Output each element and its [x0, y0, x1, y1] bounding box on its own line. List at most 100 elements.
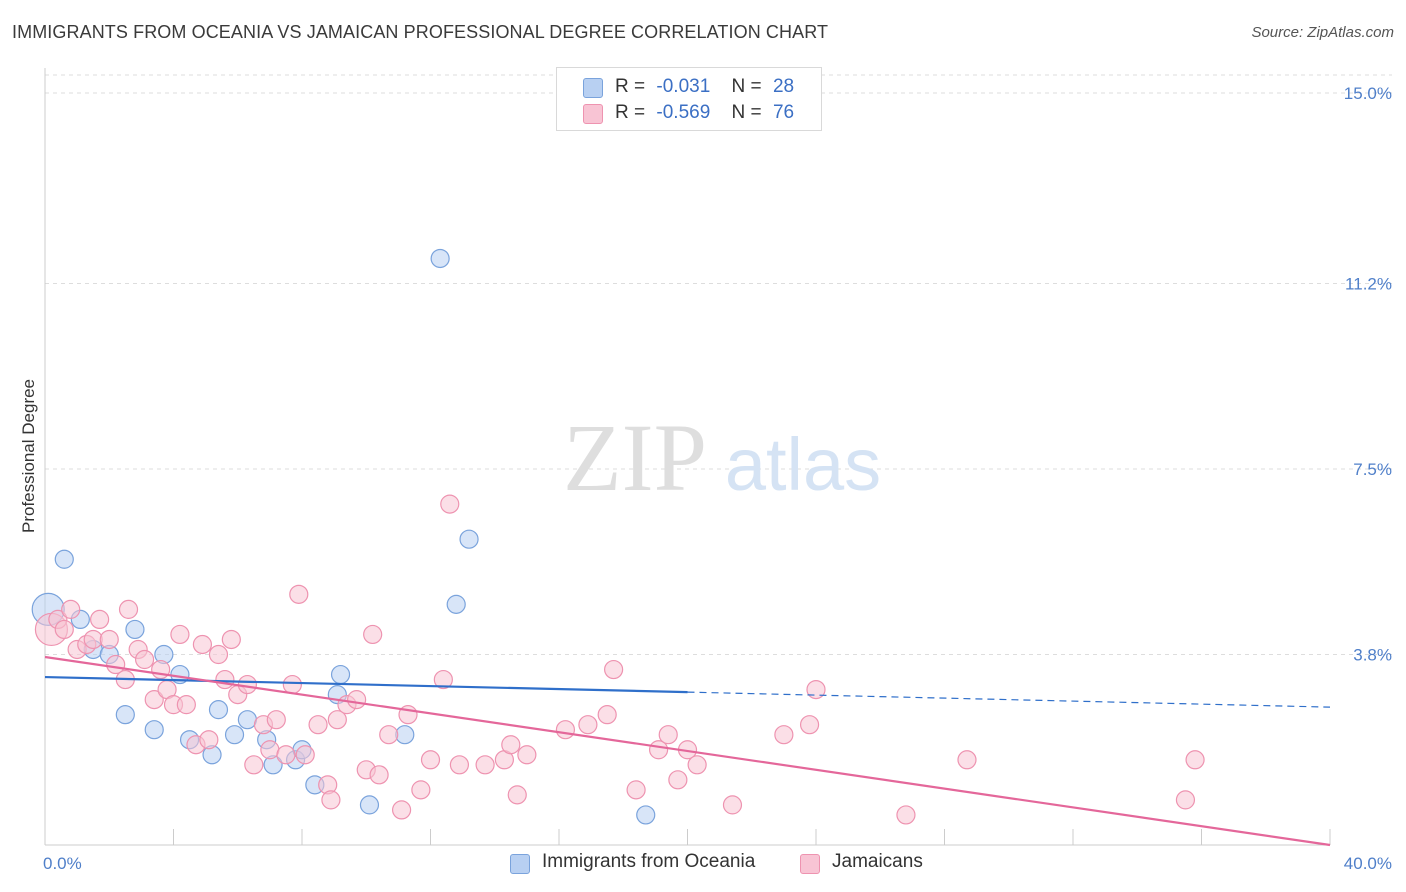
- point-jamaicans: [597, 705, 617, 725]
- point-jamaicans: [237, 674, 257, 695]
- point-jamaicans: [578, 715, 598, 735]
- point-jamaicans: [604, 659, 624, 680]
- point-jamaicans: [321, 790, 341, 810]
- series-jamaicans: [34, 494, 1205, 825]
- point-jamaicans: [327, 710, 347, 730]
- series-legend: Immigrants from Oceania Jamaicans: [0, 851, 1406, 877]
- point-jamaicans: [289, 584, 309, 604]
- point-jamaicans: [658, 725, 678, 745]
- point-jamaicans: [144, 690, 164, 710]
- point-jamaicans: [176, 695, 196, 715]
- legend-swatch-jamaicans: [583, 104, 603, 124]
- point-jamaicans: [244, 755, 264, 775]
- point-jamaicans: [896, 805, 916, 825]
- point-jamaicans: [266, 710, 286, 730]
- legend-r-value: -0.031: [656, 76, 711, 97]
- point-jamaicans: [90, 609, 110, 630]
- trend-line-oceania: [44, 675, 688, 694]
- point-jamaicans: [433, 669, 453, 690]
- y-tick-label: 15.0%: [1344, 84, 1392, 103]
- point-oceania: [395, 725, 415, 745]
- point-jamaicans: [99, 629, 119, 650]
- point-jamaicans: [192, 634, 213, 655]
- point-oceania: [446, 594, 466, 614]
- chart-source: Source: ZipAtlas.com: [1251, 24, 1394, 41]
- y-axis-label: Professional Degree: [19, 379, 38, 533]
- point-jamaicans: [215, 669, 235, 690]
- watermark-zip: ZIP: [563, 404, 707, 511]
- point-jamaicans: [170, 624, 190, 645]
- point-jamaicans: [440, 494, 460, 514]
- point-jamaicans: [449, 755, 470, 775]
- point-jamaicans: [475, 755, 495, 775]
- point-jamaicans: [957, 750, 977, 770]
- point-oceania: [330, 664, 351, 685]
- correlation-legend: R = -0.031 N = 28 R = -0.569 N = 76: [556, 67, 822, 131]
- point-jamaicans: [308, 715, 328, 735]
- point-jamaicans: [379, 725, 399, 745]
- legend-label-jamaicans: Jamaicans: [832, 851, 923, 872]
- point-jamaicans: [54, 619, 74, 640]
- point-oceania: [224, 725, 245, 745]
- point-jamaicans: [208, 644, 229, 665]
- legend-n-value: 28: [772, 76, 795, 97]
- legend-r-label: R =: [615, 102, 646, 123]
- legend-label-oceania: Immigrants from Oceania: [542, 851, 756, 872]
- x-tick-label: 0.0%: [43, 854, 82, 873]
- point-jamaicans: [260, 740, 280, 760]
- tick-labels: 3.8% 7.5% 11.2% 15.0% 0.0% 40.0%: [43, 84, 1392, 873]
- legend-swatch-oceania: [583, 78, 603, 98]
- point-jamaicans: [134, 649, 155, 670]
- legend-n-label: N =: [731, 76, 762, 97]
- point-jamaicans: [369, 765, 389, 785]
- point-jamaicans: [61, 599, 81, 619]
- point-jamaicans: [774, 725, 794, 745]
- point-jamaicans: [517, 745, 537, 765]
- point-jamaicans: [799, 715, 820, 735]
- y-tick-label: 3.8%: [1353, 646, 1392, 665]
- point-jamaicans: [626, 780, 646, 800]
- point-jamaicans: [507, 785, 527, 805]
- point-jamaicans: [722, 795, 743, 815]
- point-oceania: [115, 705, 135, 725]
- point-jamaicans: [118, 599, 139, 619]
- watermark: ZIP atlas: [563, 404, 881, 511]
- point-oceania: [430, 248, 450, 269]
- point-jamaicans: [83, 629, 103, 650]
- trend-lines: [44, 655, 1331, 847]
- point-jamaicans: [411, 780, 431, 800]
- y-tick-label: 7.5%: [1353, 460, 1392, 479]
- point-jamaicans: [501, 735, 521, 755]
- legend-n-label: N =: [731, 102, 762, 123]
- point-jamaicans: [391, 800, 412, 820]
- point-jamaicans: [1185, 750, 1205, 770]
- point-jamaicans: [276, 745, 296, 765]
- point-oceania: [237, 710, 257, 730]
- point-jamaicans: [1175, 790, 1196, 810]
- watermark-atlas: atlas: [725, 423, 881, 506]
- legend-swatch-jamaicans: [800, 854, 820, 874]
- point-jamaicans: [668, 770, 688, 790]
- point-jamaicans: [295, 745, 315, 765]
- point-oceania: [125, 619, 145, 640]
- gridlines: [45, 74, 1392, 656]
- point-jamaicans: [555, 720, 576, 740]
- chart-title: IMMIGRANTS FROM OCEANIA VS JAMAICAN PROF…: [12, 22, 829, 42]
- point-jamaicans: [806, 679, 826, 700]
- legend-r-value: -0.569: [656, 102, 711, 123]
- point-jamaicans: [199, 730, 219, 750]
- point-oceania: [636, 805, 656, 825]
- point-oceania: [54, 549, 74, 569]
- trend-line-jamaicans: [44, 655, 1331, 847]
- legend-n-value: 76: [772, 102, 795, 123]
- point-oceania: [459, 529, 479, 549]
- point-oceania: [144, 720, 164, 740]
- axes: [44, 68, 1331, 846]
- trend-line-oceania-extension: [687, 691, 1331, 708]
- point-jamaicans: [282, 674, 302, 695]
- point-oceania: [359, 795, 380, 815]
- point-oceania: [208, 700, 229, 720]
- point-jamaicans: [221, 629, 241, 650]
- point-jamaicans: [420, 750, 441, 770]
